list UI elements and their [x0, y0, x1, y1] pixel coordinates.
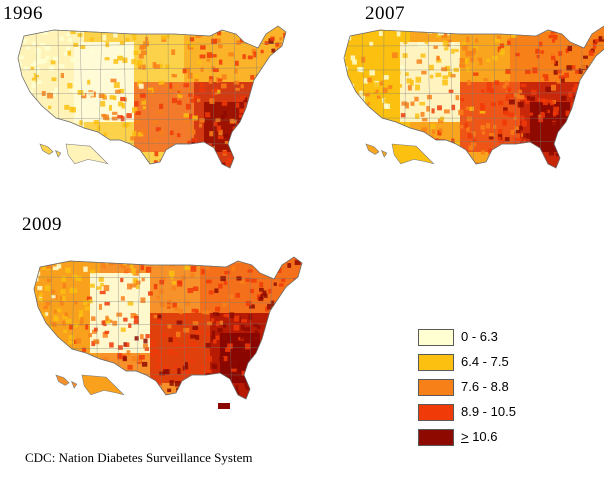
us-map-2009: [33, 256, 303, 409]
year-label-1996: 1996: [3, 3, 43, 24]
year-label-2009: 2009: [22, 214, 62, 235]
legend-swatch: [418, 354, 454, 371]
legend-label: 7.6 - 8.8: [461, 379, 509, 394]
map-legend: 0 - 6.3 6.4 - 7.5 7.6 - 8.8 8.9 - 10.5 >…: [417, 325, 567, 460]
legend-swatch: [418, 429, 454, 446]
us-map-2007: [343, 25, 604, 169]
legend-label-value: 10.6: [468, 429, 498, 444]
legend-item: 6.4 - 7.5: [417, 353, 567, 373]
legend-item: 7.6 - 8.8: [417, 378, 567, 398]
legend-label: > 10.6: [461, 429, 498, 444]
legend-label: 0 - 6.3: [461, 329, 498, 344]
greater-equal-symbol: >: [461, 429, 469, 444]
legend-item: 0 - 6.3: [417, 328, 567, 348]
us-map-1996: [17, 25, 287, 169]
legend-swatch: [418, 404, 454, 421]
legend-swatch: [418, 329, 454, 346]
legend-item: 8.9 - 10.5: [417, 403, 567, 423]
legend-item: > 10.6: [417, 428, 567, 448]
legend-swatch: [418, 379, 454, 396]
legend-label: 8.9 - 10.5: [461, 404, 516, 419]
year-label-2007: 2007: [365, 3, 405, 24]
source-credit: CDC: Nation Diabetes Surveillance System: [25, 450, 253, 465]
legend-label: 6.4 - 7.5: [461, 354, 509, 369]
